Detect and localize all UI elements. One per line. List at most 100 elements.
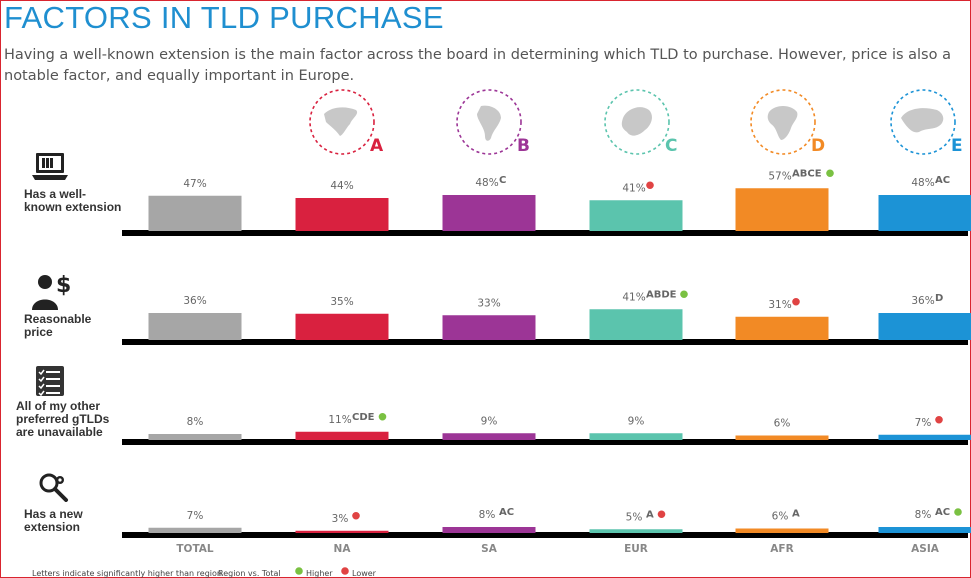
row-axis-1: [122, 339, 968, 345]
legend-higher-label: Higher: [306, 569, 333, 578]
bar-eur-row-3: [589, 529, 683, 533]
lower-marker-na-row-3: [352, 511, 360, 520]
data-label-afr-row-1: 31%: [768, 299, 791, 311]
significance-letters-afr-row-0: ABCE: [792, 168, 822, 179]
category-label-sa: SA: [481, 543, 498, 555]
region-letter-sa: B: [517, 136, 530, 156]
data-label-afr-row-0: 57%: [768, 170, 791, 182]
data-label-asia-row-3: 8%: [915, 509, 932, 521]
data-label-total-row-3: 7%: [187, 510, 204, 522]
footnote-region-label: Region vs. Total: [218, 569, 281, 578]
data-label-eur-row-3: 5%: [626, 511, 643, 523]
bar-sa-row-1: [442, 315, 536, 340]
legend-higher-marker: [295, 567, 303, 575]
region-letter-asia: E: [951, 136, 963, 156]
footnote-text: Letters indicate significantly higher th…: [32, 569, 222, 578]
significance-letters-afr-row-3: A: [792, 509, 800, 520]
north-america-map-icon: [324, 107, 358, 136]
bar-na-row-3: [295, 530, 389, 533]
category-label-afr: AFR: [770, 543, 793, 555]
data-label-sa-row-3: 8%: [479, 509, 496, 521]
data-label-total-row-1: 36%: [183, 295, 206, 307]
significance-letters-eur-row-1: ABDE: [646, 289, 677, 300]
data-label-sa-row-2: 9%: [481, 415, 498, 427]
category-label-eur: EUR: [624, 543, 648, 555]
bar-afr-row-0: [735, 188, 829, 231]
bar-total-row-3: [148, 527, 242, 533]
data-label-sa-row-1: 33%: [477, 297, 500, 309]
region-circle-afr: [750, 89, 816, 155]
row-label-gtlds-unavailable: All of my other preferred gTLDs are unav…: [16, 399, 110, 439]
bar-asia-row-3: [878, 527, 971, 533]
data-label-na-row-3: 3%: [332, 513, 349, 525]
data-label-na-row-0: 44%: [330, 180, 353, 192]
data-label-total-row-2: 8%: [187, 416, 204, 428]
europe-map-icon: [621, 107, 652, 136]
region-letter-na: A: [370, 136, 384, 156]
significance-letters-asia-row-0: AC: [935, 175, 950, 186]
checklist-icon: [36, 366, 64, 396]
bar-na-row-1: [295, 313, 389, 340]
bar-total-row-2: [148, 434, 242, 440]
row-label-new-extension: Has a new extension: [24, 507, 83, 534]
south-america-map-icon: [477, 105, 501, 141]
page-title: FACTORS IN TLD PURCHASE: [4, 0, 444, 35]
bar-asia-row-2: [878, 434, 971, 440]
significance-letters-na-row-2: CDE: [352, 412, 375, 423]
bar-na-row-0: [295, 198, 389, 231]
bar-na-row-2: [295, 431, 389, 440]
bar-sa-row-2: [442, 433, 536, 440]
person-dollar-icon: $: [32, 273, 71, 310]
row-axis-3: [122, 532, 968, 538]
data-label-afr-row-2: 6%: [774, 418, 791, 430]
asia-map-icon: [901, 108, 944, 133]
significance-letters-asia-row-3: AC: [935, 507, 950, 518]
lower-marker-afr-row-1: [792, 297, 800, 306]
significance-letters-eur-row-3: A: [646, 509, 654, 520]
data-label-na-row-1: 35%: [330, 296, 353, 308]
significance-letters-sa-row-3: AC: [499, 507, 514, 518]
data-label-sa-row-0: 48%: [475, 177, 498, 189]
page-subtitle: Having a well-known extension is the mai…: [4, 47, 951, 84]
bar-afr-row-3: [735, 528, 829, 533]
category-label-na: NA: [334, 543, 352, 555]
region-circle-eur: [604, 89, 670, 155]
bar-total-row-0: [148, 195, 242, 231]
row-axis-2: [122, 439, 968, 445]
bar-afr-row-1: [735, 316, 829, 340]
region-circle-asia: [890, 89, 956, 155]
row-axis-0: [122, 230, 968, 236]
higher-marker-asia-row-3: [954, 508, 962, 516]
bar-sa-row-3: [442, 527, 536, 533]
category-label-asia: ASIA: [911, 543, 940, 555]
row-label-reasonable-price: Reasonable price: [24, 312, 92, 339]
bar-total-row-1: [148, 313, 242, 340]
bar-asia-row-0: [878, 195, 971, 231]
category-label-total: TOTAL: [176, 543, 214, 555]
svg-text:$: $: [56, 273, 71, 298]
bar-eur-row-0: [589, 200, 683, 231]
region-letter-eur: C: [665, 136, 677, 156]
region-circle-na: [309, 89, 375, 155]
higher-marker-eur-row-1: [680, 290, 688, 299]
magnifier-gear-icon: [39, 473, 68, 502]
lower-marker-eur-row-3: [657, 510, 666, 519]
region-circle-sa: [456, 89, 522, 155]
data-label-eur-row-2: 9%: [628, 415, 645, 427]
higher-marker-na-row-2: [378, 412, 387, 421]
bar-eur-row-2: [589, 433, 683, 440]
bar-eur-row-1: [589, 309, 683, 340]
legend-lower-marker: [341, 567, 349, 575]
bar-afr-row-2: [735, 435, 829, 440]
data-label-asia-row-0: 48%: [911, 177, 934, 189]
data-label-asia-row-1: 36%: [911, 295, 934, 307]
africa-map-icon: [767, 106, 798, 140]
bar-sa-row-0: [442, 195, 536, 231]
data-label-eur-row-0: 41%: [622, 182, 645, 194]
significance-letters-sa-row-0: C: [499, 175, 506, 186]
bar-asia-row-1: [878, 313, 971, 340]
data-label-na-row-2: 11%: [328, 414, 351, 426]
lower-marker-eur-row-0: [646, 181, 654, 190]
row-label-well-known-extension: Has a well-known extension: [24, 187, 122, 214]
